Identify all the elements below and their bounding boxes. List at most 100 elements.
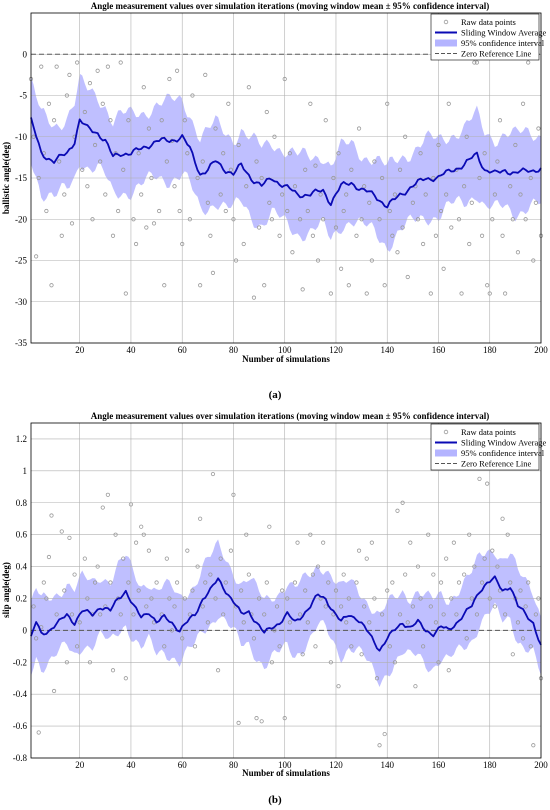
a-raw-point: [303, 167, 308, 172]
b-raw-point: [146, 548, 151, 553]
b-raw-point: [208, 572, 213, 577]
chart-a-plot-frame: [30, 12, 542, 344]
a-y-tick-label: -10: [15, 132, 27, 142]
b-raw-point: [520, 636, 526, 641]
b-raw-point: [346, 596, 351, 601]
b-raw-point: [277, 644, 282, 649]
a-raw-point: [213, 126, 218, 131]
b-raw-point: [367, 620, 372, 625]
b-raw-point: [374, 676, 380, 681]
b-raw-point: [305, 620, 310, 625]
b-raw-point: [413, 684, 418, 689]
b-raw-point: [113, 532, 118, 537]
b-raw-point: [338, 604, 344, 609]
b-raw-point: [172, 604, 177, 609]
b-raw-point: [477, 476, 482, 481]
b-raw-point: [474, 612, 480, 617]
a-raw-point: [51, 118, 57, 123]
a-raw-point: [421, 241, 426, 247]
a-raw-point: [280, 192, 285, 197]
a-raw-point: [497, 118, 503, 123]
b-raw-point: [387, 644, 392, 649]
a-raw-point: [36, 175, 41, 181]
b-raw-point: [198, 516, 203, 521]
a-raw-point: [44, 208, 49, 214]
chart-slip-angle: Angle measurement values over simulation…: [1, 411, 548, 806]
b-raw-point: [287, 620, 292, 625]
b-raw-point: [213, 596, 218, 601]
b-raw-point: [415, 564, 421, 569]
a-raw-point: [254, 159, 259, 164]
a-raw-point: [34, 254, 39, 259]
b-raw-point: [210, 471, 216, 477]
b-raw-point: [369, 540, 374, 545]
b-legend-entry: Sliding Window Average: [461, 438, 547, 448]
a-raw-point: [467, 241, 472, 247]
b-raw-point: [421, 644, 426, 649]
b-raw-point: [382, 731, 387, 737]
b-raw-point: [169, 628, 175, 633]
a-raw-point: [251, 295, 257, 300]
a-raw-point: [356, 126, 362, 131]
chart-a-x-ticks: 20 40 60 80 100 120 140 160 180 200: [75, 345, 548, 355]
b-raw-point: [121, 556, 126, 561]
b-raw-point: [203, 580, 208, 585]
b-y-tick-label: 0.8: [16, 498, 28, 508]
b-raw-point: [200, 604, 205, 609]
a-raw-point: [479, 233, 485, 238]
a-raw-point: [323, 118, 328, 123]
a-raw-point: [310, 233, 316, 238]
a-raw-point: [456, 217, 462, 222]
a-raw-point: [105, 64, 110, 69]
a-raw-point: [69, 221, 75, 226]
a-raw-point: [520, 101, 526, 106]
b-y-tick-label: -0.6: [13, 721, 28, 731]
a-raw-point: [415, 217, 421, 222]
b-raw-point: [323, 604, 328, 609]
b-raw-point: [515, 620, 521, 625]
b-x-tick-label: 60: [178, 760, 188, 770]
b-raw-point: [292, 580, 298, 585]
b-raw-point: [341, 572, 346, 577]
a-raw-point: [159, 118, 164, 123]
a-raw-point: [531, 258, 536, 263]
b-raw-point: [495, 564, 500, 569]
b-raw-point: [269, 660, 274, 665]
a-raw-point: [118, 60, 123, 65]
a-raw-point: [157, 208, 162, 214]
chart-b-x-ticks: 20 40 60 80 100 120 140 160 180 200: [75, 760, 548, 770]
a-sliding-window-average-line: [30, 117, 542, 209]
b-raw-point: [267, 524, 272, 529]
a-raw-point: [57, 159, 62, 164]
b-x-tick-label: 200: [534, 760, 548, 770]
b-raw-point: [354, 580, 359, 585]
b-y-tick-label: -0.2: [13, 657, 27, 667]
b-raw-point: [100, 505, 105, 510]
a-x-tick-label: 40: [126, 345, 136, 355]
chart-a-raw-points: [28, 60, 544, 300]
a-raw-point: [180, 241, 185, 247]
chart-a-y-axis-label: ballistic angle(deg): [1, 142, 11, 214]
b-raw-point: [44, 596, 49, 601]
b-raw-point: [185, 548, 190, 553]
b-raw-point: [349, 644, 354, 649]
a-x-tick-label: 60: [178, 345, 188, 355]
b-raw-point: [49, 513, 54, 518]
a-legend-raw-marker: [443, 19, 449, 25]
b-raw-point: [295, 540, 300, 545]
b-raw-point: [433, 620, 439, 625]
b-raw-point: [280, 588, 285, 593]
b-raw-point: [321, 540, 326, 545]
b-raw-point: [456, 580, 462, 585]
b-raw-point: [264, 580, 269, 585]
a-raw-point: [149, 175, 154, 181]
b-y-tick-label: 1: [23, 466, 28, 476]
b-raw-point: [400, 500, 405, 505]
b-raw-point: [503, 612, 508, 617]
a-raw-point: [382, 283, 387, 288]
a-raw-point: [62, 192, 67, 197]
caption-b: (b): [268, 794, 282, 806]
b-raw-point: [405, 620, 410, 625]
a-raw-point: [277, 233, 282, 238]
